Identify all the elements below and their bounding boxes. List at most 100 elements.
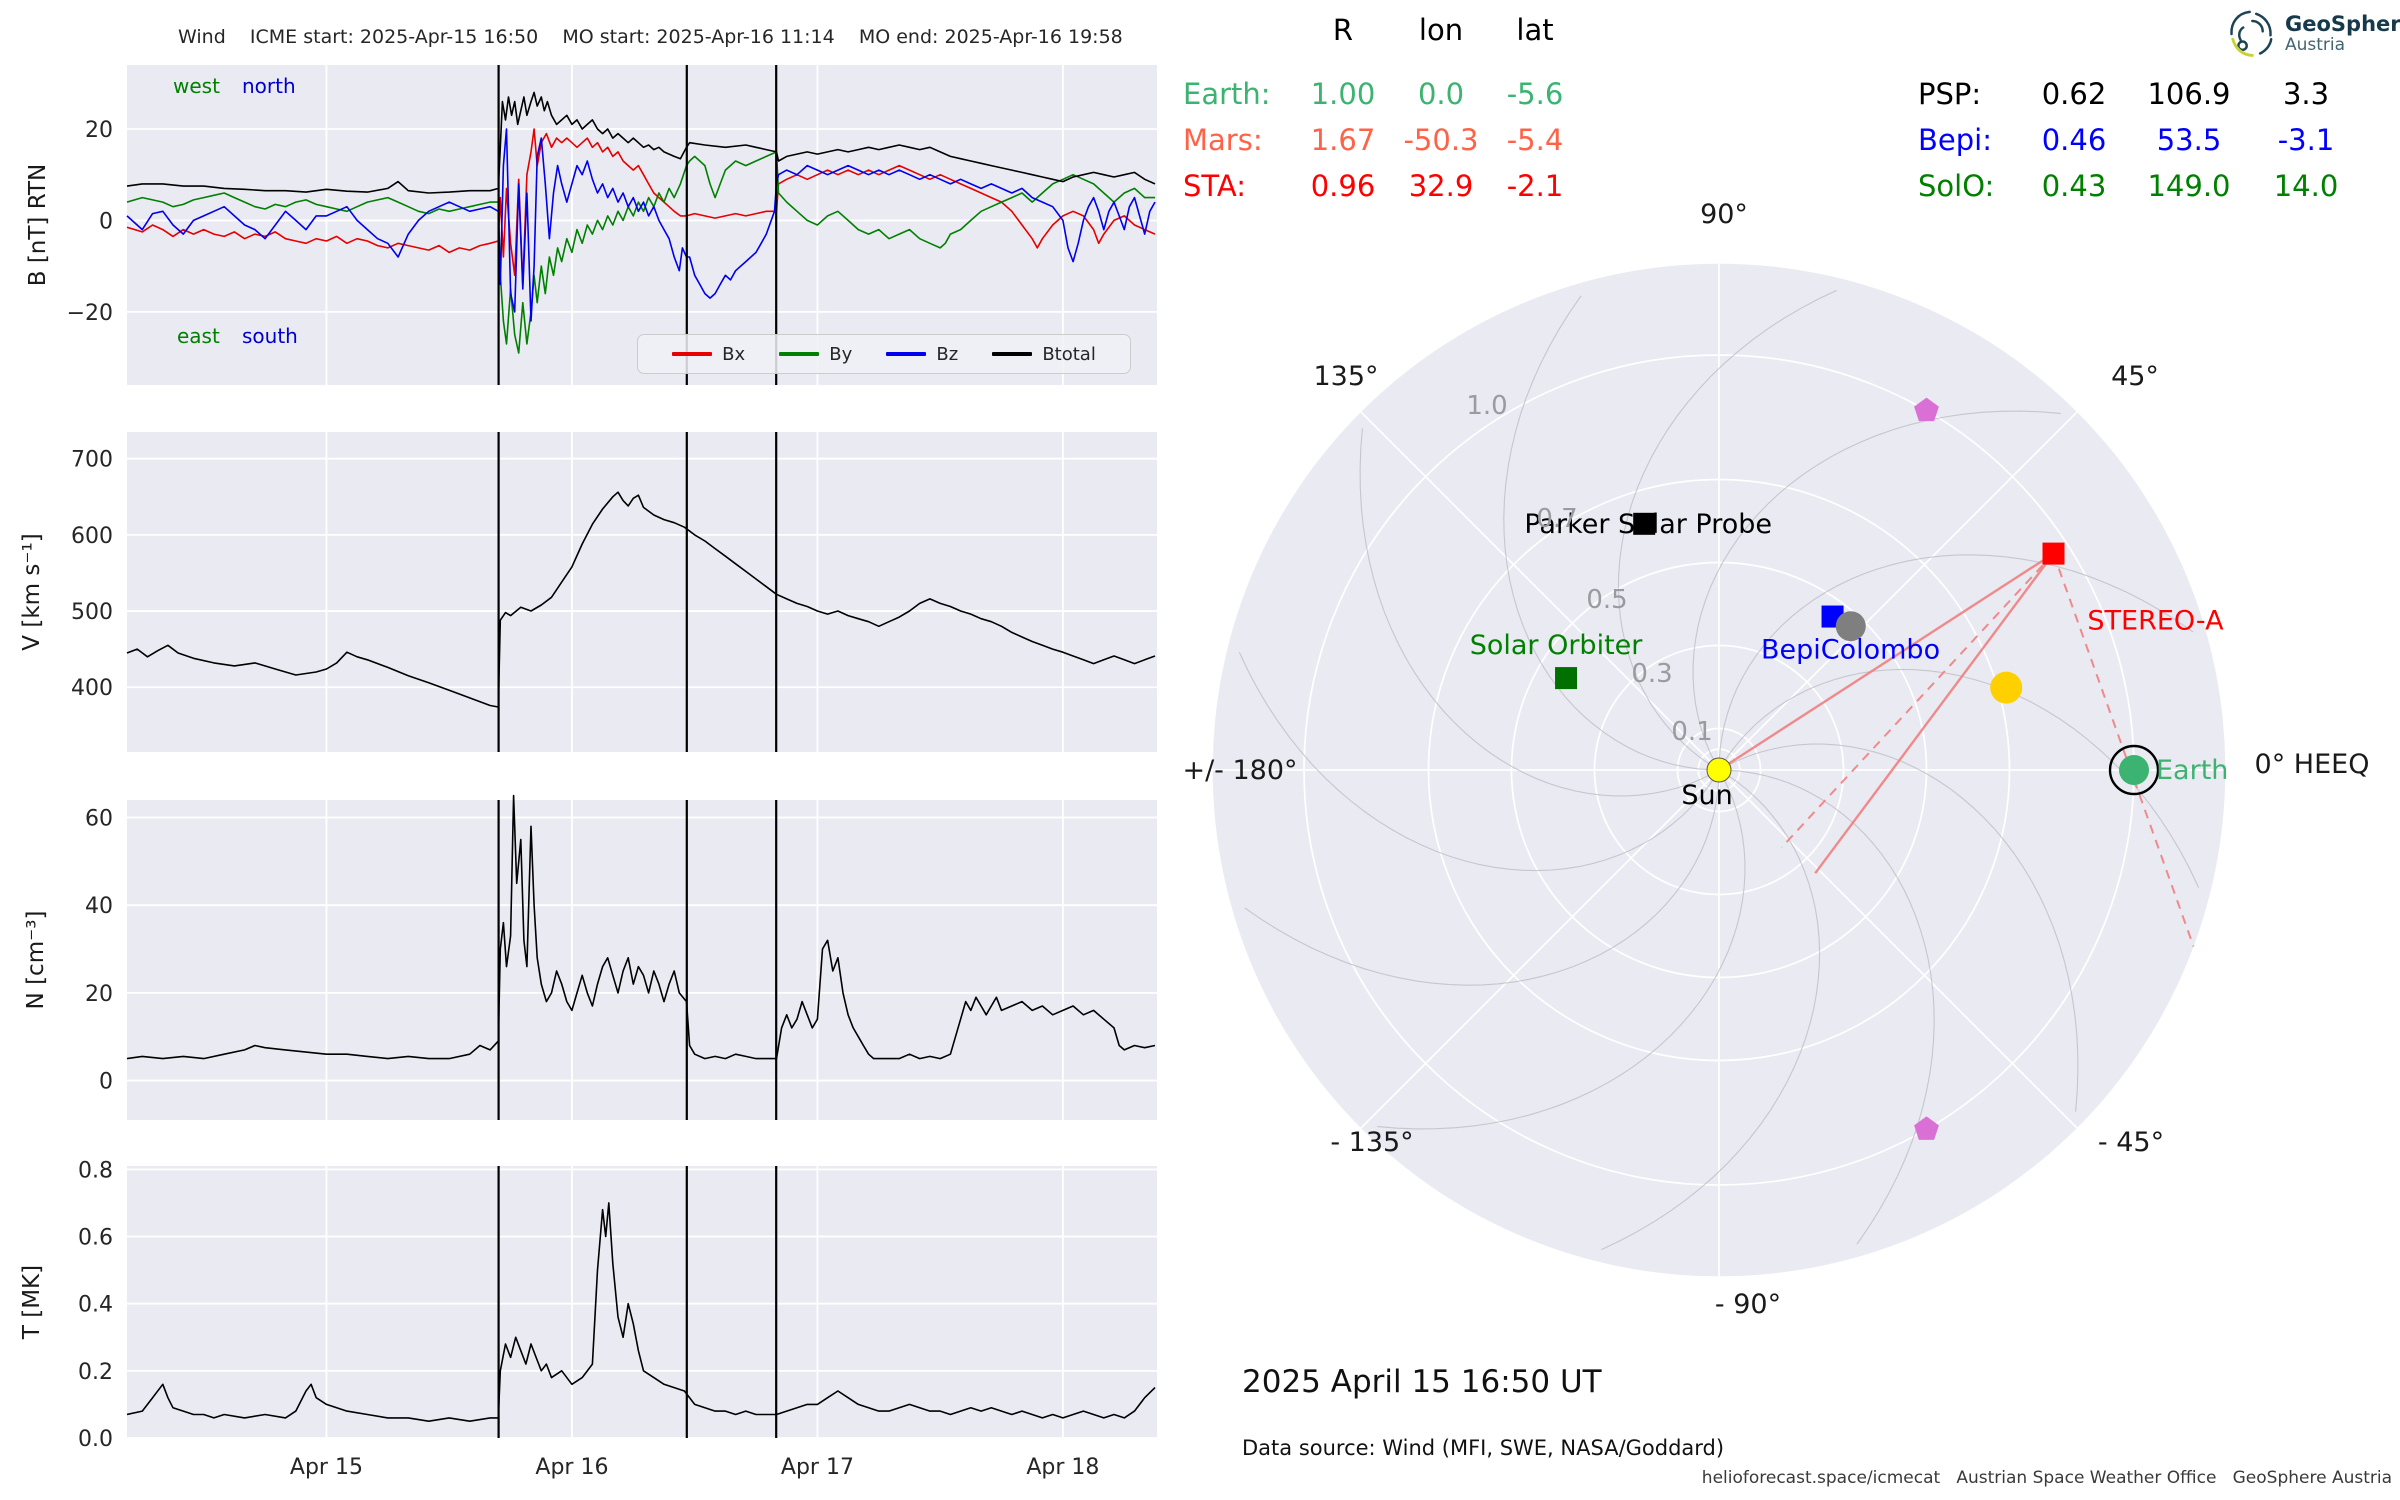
row-value: 106.9 bbox=[2147, 77, 2231, 111]
radius-label: 0.5 bbox=[1586, 585, 1627, 615]
legend-label: Bz bbox=[936, 343, 959, 365]
earth-label: Earth bbox=[2156, 755, 2228, 786]
earth-ring bbox=[2108, 744, 2160, 796]
y-tick-label: 0 bbox=[99, 209, 113, 234]
geosphere-logo-text: GeoSphere Austria bbox=[2285, 13, 2400, 55]
series-t bbox=[126, 1202, 1156, 1422]
y-tick-label: 20 bbox=[85, 118, 113, 143]
y-tick-label: 500 bbox=[71, 600, 113, 625]
radius-label: 0.3 bbox=[1631, 659, 1672, 689]
sun-label: Sun bbox=[1681, 780, 1732, 811]
legend-label: Btotal bbox=[1042, 343, 1096, 365]
psp-marker bbox=[1633, 512, 1656, 535]
solar-wind-speed-panel: 400 500 600 700 bbox=[71, 432, 1157, 752]
table-row: SolO: 0.43 149.0 14.0 bbox=[1918, 164, 2362, 208]
y-axis-label-t: T [MK] bbox=[19, 1264, 45, 1340]
row-value: 53.5 bbox=[2156, 123, 2222, 157]
logo-subtitle: Austria bbox=[2285, 35, 2346, 56]
y-tick-label: 600 bbox=[71, 524, 113, 549]
timeseries-title: Wind ICME start: 2025-Apr-15 16:50 MO st… bbox=[178, 26, 1123, 48]
legend-swatch bbox=[779, 352, 820, 356]
stereo-a-marker bbox=[2042, 542, 2065, 565]
radius-label: 1.0 bbox=[1466, 391, 1507, 421]
angle-label: - 135° bbox=[1330, 1127, 1413, 1158]
row-value: 14.0 bbox=[2273, 169, 2339, 203]
row-value: lon bbox=[1418, 13, 1464, 47]
x-tick-label: Apr 18 bbox=[1026, 1455, 1099, 1480]
table-row: STA: 0.96 32.9 -2.1 bbox=[1183, 164, 1579, 208]
series-by bbox=[126, 151, 1155, 354]
legend-swatch bbox=[992, 352, 1033, 356]
row-value: 149.0 bbox=[2147, 169, 2231, 203]
series-btotal bbox=[126, 91, 1156, 194]
legend-item-btotal: Btotal bbox=[992, 344, 1096, 365]
angle-label: 90° bbox=[1700, 199, 1748, 230]
y-tick-label: 0.0 bbox=[78, 1427, 113, 1452]
row-value: 0.96 bbox=[1310, 169, 1376, 203]
earth-marker bbox=[2119, 755, 2149, 785]
row-value: 32.9 bbox=[1408, 169, 1474, 203]
x-tick-label: Apr 17 bbox=[781, 1455, 854, 1480]
row-value: 0.0 bbox=[1417, 77, 1465, 111]
angle-label: - 45° bbox=[2098, 1127, 2164, 1158]
radius-label: 0.1 bbox=[1671, 717, 1712, 747]
sun-marker bbox=[1706, 757, 1732, 783]
row-value: -5.4 bbox=[1506, 123, 1564, 157]
density-panel: 0 20 40 60 bbox=[85, 794, 1157, 1120]
series-bz bbox=[126, 128, 1156, 322]
x-tick-label: Apr 16 bbox=[535, 1455, 608, 1480]
angle-label: +/- 180° bbox=[1182, 755, 1297, 786]
row-value: -2.1 bbox=[1506, 169, 1564, 203]
magnetic-field-panel: −20 0 20 bbox=[67, 65, 1157, 385]
parker-spiral bbox=[1726, 743, 2079, 1112]
y-axis-label-n: N [cm⁻³] bbox=[23, 910, 49, 1010]
sta-fov-line-dashed bbox=[1780, 552, 2055, 849]
row-value: 0.62 bbox=[2041, 77, 2107, 111]
sta-fov-line-dashed bbox=[2052, 553, 2195, 947]
mercury-marker bbox=[1835, 611, 1866, 642]
parker-spiral bbox=[1244, 778, 1720, 986]
table-row: Mars: 1.67 -50.3 -5.4 bbox=[1183, 118, 1579, 162]
legend-item-bz: Bz bbox=[886, 344, 958, 365]
bepicolombo-label: BepiColombo bbox=[1761, 635, 1940, 666]
venus-marker bbox=[1990, 671, 2023, 704]
legend-item-bx: Bx bbox=[672, 344, 745, 365]
logo-name: GeoSphere bbox=[2285, 12, 2400, 37]
series-bx bbox=[126, 128, 1156, 286]
row-value: lat bbox=[1516, 13, 1554, 47]
angle-label: 135° bbox=[1313, 361, 1378, 392]
y-tick-label: −20 bbox=[67, 301, 113, 326]
legend-item-by: By bbox=[779, 344, 852, 365]
l4-marker bbox=[1914, 397, 1939, 422]
annotation-east: east bbox=[177, 324, 220, 348]
y-axis-label-v: V [km s⁻¹] bbox=[19, 533, 45, 651]
legend-swatch bbox=[886, 352, 927, 356]
angle-label: - 90° bbox=[1715, 1289, 1781, 1320]
sta-fov-line bbox=[1814, 552, 2055, 874]
x-tick-label: Apr 15 bbox=[290, 1455, 363, 1480]
parker-spiral bbox=[1617, 289, 1837, 767]
parker-spiral bbox=[1727, 769, 1935, 1245]
b-field-legend: Bx By Bz Btotal bbox=[637, 334, 1131, 374]
sta-fov-line bbox=[1718, 552, 2055, 772]
data-source-note: Data source: Wind (MFI, SWE, NASA/Goddar… bbox=[1242, 1436, 1725, 1460]
y-tick-label: 0.8 bbox=[78, 1158, 113, 1183]
solar-orbiter-marker bbox=[1555, 667, 1578, 690]
table-row: Bepi: 0.46 53.5 -3.1 bbox=[1918, 118, 2362, 162]
legend-label: By bbox=[829, 343, 853, 365]
y-tick-label: 20 bbox=[85, 982, 113, 1007]
row-value: 0.43 bbox=[2041, 169, 2107, 203]
annotation-south: south bbox=[242, 324, 298, 348]
radius-label: 0.7 bbox=[1536, 504, 1577, 534]
row-label: Earth: bbox=[1183, 77, 1271, 111]
row-value: -5.6 bbox=[1506, 77, 1564, 111]
row-value: 0.46 bbox=[2041, 123, 2107, 157]
credits-line: helioforecast.space/icmecat Austrian Spa… bbox=[1701, 1468, 2392, 1488]
row-value: R bbox=[1332, 13, 1354, 47]
parker-spiral bbox=[1692, 410, 2061, 763]
map-timestamp: 2025 April 15 16:50 UT bbox=[1242, 1364, 1602, 1400]
temperature-panel: 0.0 0.2 0.4 0.6 0.8 Apr 15 Apr 16 Apr 17 Apr 18 bbox=[78, 1158, 1157, 1480]
parker-spiral bbox=[1377, 777, 1746, 1130]
